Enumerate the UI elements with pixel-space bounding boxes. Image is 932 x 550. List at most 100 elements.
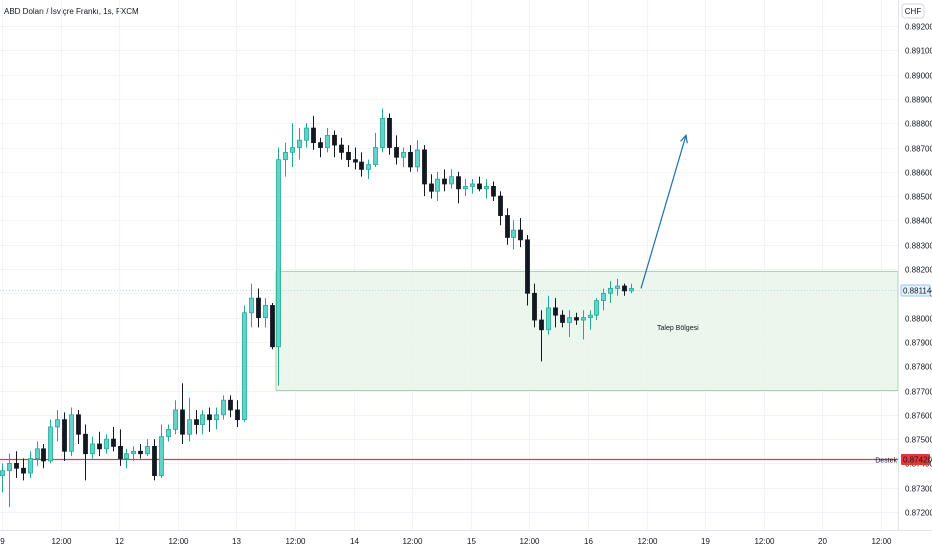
candle-down [21, 467, 26, 474]
candle-down [622, 285, 627, 292]
candle-up [325, 134, 330, 148]
candle-down [359, 161, 364, 170]
x-tick-label: 9 [0, 537, 5, 546]
last-price-tag [900, 284, 931, 297]
y-tick-label: 0.87900 [905, 339, 932, 348]
candle-up [373, 147, 378, 165]
candle-up [221, 399, 226, 416]
candle-up [242, 312, 247, 421]
time-axis[interactable]: 9 12:00 12 12:00 13 12:00 14 12:00 15 12:00 16 12:0… [0, 537, 892, 546]
x-tick-label: 20 [818, 537, 827, 546]
candle-up [435, 178, 440, 192]
y-tick-label: 0.88400 [905, 217, 932, 226]
candle-up [7, 462, 12, 472]
candle-up [276, 159, 281, 348]
candle-up [401, 151, 406, 158]
y-tick-label: 0.88000 [905, 315, 932, 324]
candle-up [48, 426, 53, 462]
candle-down [553, 307, 558, 316]
demand-zone[interactable] [275, 270, 899, 391]
candle-down [76, 414, 81, 435]
candle-down [422, 149, 427, 185]
candle-down [505, 215, 510, 238]
support-price-tag [901, 454, 930, 465]
candle-down [180, 409, 185, 435]
x-tick-label: 12:00 [51, 537, 72, 546]
candle-down [332, 134, 337, 146]
candle-down [97, 443, 102, 450]
arrow-head [680, 134, 688, 144]
candle-up [214, 414, 219, 421]
y-tick-label: 0.87600 [905, 412, 932, 421]
candle-down [256, 297, 261, 319]
candle-up [159, 436, 164, 476]
candle-down [152, 445, 157, 476]
candle-up [449, 176, 454, 185]
candle-down [318, 142, 323, 148]
candle-down [311, 127, 316, 144]
y-tick-label: 0.88700 [905, 145, 932, 154]
candle-down [560, 314, 565, 323]
y-tick-label: 0.87500 [905, 436, 932, 445]
candle-down [235, 409, 240, 421]
candle-down [353, 159, 358, 163]
candle-up [200, 414, 205, 425]
candle-down [442, 178, 447, 185]
candle-up [415, 149, 420, 168]
candle-up [297, 139, 302, 148]
x-tick-label: 14 [350, 537, 359, 546]
support-label: Destek [875, 458, 897, 465]
candle-up [90, 443, 95, 455]
y-tick-label: 0.87200 [905, 509, 932, 518]
grid-lines [0, 0, 898, 530]
candle-up [484, 185, 489, 190]
candle-up [615, 285, 620, 289]
currency-button[interactable]: CHF [901, 3, 925, 19]
y-tick-label: 0.88500 [905, 193, 932, 202]
candle-up [588, 314, 593, 319]
y-tick-label: 0.88600 [905, 169, 932, 178]
candle-up [131, 450, 136, 455]
candle-down [491, 185, 496, 197]
candle-up [608, 288, 613, 294]
candle-up [145, 445, 150, 455]
x-tick-label: 12:00 [637, 537, 658, 546]
y-tick-label: 0.88200 [905, 266, 932, 275]
candle-up [35, 448, 40, 459]
candle-up [304, 127, 309, 141]
x-tick-label: 19 [701, 537, 710, 546]
y-tick-label: 0.88300 [905, 242, 932, 251]
candle-down [498, 195, 503, 216]
y-tick-label: 0.87300 [905, 485, 932, 494]
x-tick-label: 12:00 [168, 537, 189, 546]
candle-up [187, 419, 192, 435]
price-axis[interactable]: 0.872000.873000.874000.875000.876000.877… [905, 23, 932, 518]
x-tick-label: 12 [115, 537, 124, 546]
demand-zone-label: Talep Bölgesi [657, 325, 699, 332]
candle-down [518, 229, 523, 241]
candle-down [456, 176, 461, 190]
x-tick-label: 13 [232, 537, 241, 546]
candle-up [470, 183, 475, 187]
candle-up [55, 419, 60, 428]
projection-arrow[interactable] [640, 134, 688, 289]
candle-down [62, 419, 67, 452]
y-tick-label: 0.89000 [905, 72, 932, 81]
candle-up [629, 288, 634, 292]
candle-down [138, 450, 143, 455]
support-label-group: Destek 0.87420 [875, 454, 932, 465]
candle-up [0, 470, 5, 476]
arrow-shaft [640, 135, 687, 289]
candle-up [601, 292, 606, 301]
candle-up [581, 317, 586, 321]
x-tick-label: 15 [467, 537, 476, 546]
candle-down [339, 144, 344, 153]
candle-down [270, 305, 275, 348]
candle-down [539, 319, 544, 331]
candle-up [283, 151, 288, 161]
candle-up [463, 185, 468, 190]
candle-up [28, 458, 33, 474]
candle-down [525, 239, 530, 294]
candle-down [207, 414, 212, 421]
